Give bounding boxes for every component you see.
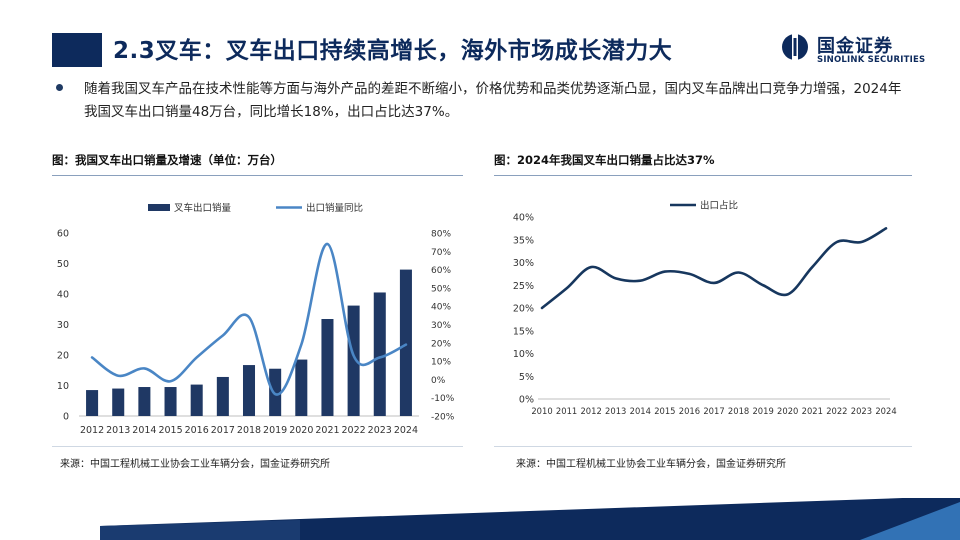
- x-tick-label: 2013: [605, 406, 626, 416]
- logo-chinese-name: 国金证券: [817, 36, 893, 57]
- y-tick-label: 15%: [513, 326, 534, 337]
- bar-2019: [269, 368, 282, 416]
- bullet-paragraph: 随着我国叉车产品在技术性能等方面与海外产品的差距不断缩小，价格优势和品类优势逐渐…: [84, 81, 902, 120]
- legend-bar-label: 叉车出口销量: [174, 202, 232, 214]
- x-tick-label: 2019: [752, 406, 773, 416]
- bar-2015: [164, 387, 177, 416]
- y-left-tick-label: 20: [57, 351, 69, 362]
- title-accent-bar: [52, 33, 102, 67]
- y-left-tick-label: 60: [57, 229, 69, 240]
- x-tick-label: 2017: [211, 425, 235, 436]
- logo-english-name: SINOLINK SECURITIES: [817, 55, 926, 65]
- x-tick-label: 2019: [263, 425, 287, 436]
- export-volume-chart: 叉车出口销量 出口销量同比 0 10 20 30 40 50 60 -20% -10% 0% 10% 20…: [57, 202, 455, 436]
- legend-line-label: 出口销量同比: [306, 202, 363, 214]
- export-share-line: [540, 227, 888, 310]
- y-right-tick-label: 0%: [431, 376, 446, 386]
- y-tick-label: 25%: [513, 281, 534, 292]
- bar-2018: [242, 365, 256, 416]
- x-tick-label: 2018: [237, 425, 261, 436]
- y-right-tick-label: -10%: [431, 394, 455, 404]
- y-tick-label: 5%: [519, 372, 534, 383]
- x-tick-label: 2015: [158, 425, 182, 436]
- y-right-tick-label: -20%: [431, 413, 455, 423]
- x-tick-label: 2010: [531, 406, 552, 416]
- legend-bar-swatch: [148, 204, 170, 211]
- bottom-decor-band: [100, 498, 960, 540]
- y-tick-label: 20%: [513, 304, 534, 315]
- bar-2022: [347, 305, 360, 416]
- bar-2021: [321, 319, 334, 416]
- y-right-tick-label: 10%: [431, 358, 451, 368]
- x-tick-label: 2016: [679, 406, 700, 416]
- y-right-tick-label: 70%: [431, 248, 451, 258]
- y-left-tick-label: 40: [57, 290, 69, 301]
- y-tick-label: 0%: [519, 395, 534, 406]
- bar-2024: [399, 269, 412, 416]
- y-right-tick-label: 30%: [431, 321, 451, 331]
- y-tick-label: 35%: [513, 235, 534, 246]
- x-tick-label: 2024: [875, 406, 896, 416]
- x-tick-label: 2014: [132, 425, 156, 436]
- x-tick-label: 2020: [777, 406, 798, 416]
- x-tick-label: 2020: [289, 425, 313, 436]
- y-right-tick-label: 40%: [431, 303, 451, 313]
- y-left-tick-label: 0: [63, 412, 69, 423]
- x-tick-label: 2022: [342, 425, 366, 436]
- y-left-tick-label: 30: [57, 320, 69, 331]
- x-tick-label: 2015: [654, 406, 675, 416]
- x-tick-label: 2022: [826, 406, 847, 416]
- sinolink-logo-icon: [782, 32, 808, 62]
- x-tick-label: 2018: [728, 406, 749, 416]
- yoy-growth-line: [90, 242, 408, 396]
- y-tick-label: 40%: [513, 213, 534, 224]
- legend-share-label: 出口占比: [700, 200, 738, 212]
- x-tick-label: 2023: [368, 425, 392, 436]
- y-right-tick-label: 60%: [431, 266, 451, 276]
- bar-2020: [295, 359, 308, 416]
- x-tick-label: 2021: [315, 425, 339, 436]
- x-tick-label: 2011: [556, 406, 577, 416]
- x-tick-label: 2017: [703, 406, 724, 416]
- bar-2012: [86, 390, 99, 416]
- left-chart-bottom-rule: [52, 446, 463, 447]
- y-tick-label: 30%: [513, 258, 534, 269]
- y-right-tick-label: 50%: [431, 284, 451, 294]
- bullet-icon: [56, 84, 63, 91]
- page-title: 2.3叉车：叉车出口持续高增长，海外市场成长潜力大: [113, 38, 673, 64]
- left-chart-top-rule: [52, 175, 463, 176]
- right-chart-top-rule: [494, 175, 912, 176]
- left-chart-caption: 图：我国叉车出口销量及增速（单位：万台）: [52, 153, 282, 167]
- y-tick-label: 10%: [513, 349, 534, 360]
- bar-2016: [190, 384, 203, 416]
- left-chart-source: 来源：中国工程机械工业协会工业车辆分会，国金证券研究所: [60, 459, 330, 470]
- bar-2017: [216, 376, 229, 416]
- right-chart-source: 来源：中国工程机械工业协会工业车辆分会，国金证券研究所: [516, 459, 786, 470]
- y-left-tick-label: 10: [57, 381, 69, 392]
- x-tick-label: 2023: [851, 406, 872, 416]
- right-chart-caption: 图：2024年我国叉车出口销量占比达37%: [494, 153, 715, 167]
- company-logo: 国金证券 SINOLINK SECURITIES: [780, 30, 945, 70]
- x-tick-label: 2012: [580, 406, 601, 416]
- x-tick-label: 2021: [802, 406, 823, 416]
- x-tick-label: 2016: [185, 425, 209, 436]
- x-tick-label: 2014: [630, 406, 651, 416]
- right-chart-bottom-rule: [494, 446, 912, 447]
- bar-2014: [138, 387, 151, 416]
- y-right-tick-label: 80%: [431, 230, 451, 240]
- x-tick-label: 2013: [106, 425, 130, 436]
- y-left-tick-label: 50: [57, 259, 69, 270]
- bar-2013: [112, 388, 125, 416]
- x-tick-label: 2024: [394, 425, 418, 436]
- bar-2023: [373, 292, 386, 416]
- y-right-tick-label: 20%: [431, 339, 451, 349]
- x-tick-label: 2012: [80, 425, 104, 436]
